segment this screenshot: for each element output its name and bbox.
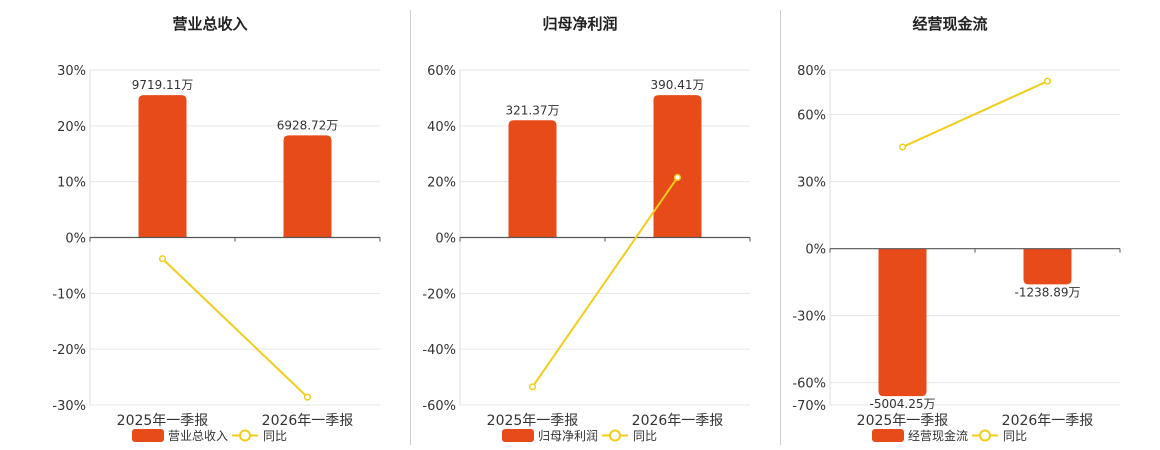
panel-divider [410, 10, 411, 445]
y-tick-label: -40% [422, 343, 456, 358]
y-tick-label: 10% [57, 176, 86, 191]
bar [878, 248, 927, 397]
legend-bar-swatch [132, 429, 164, 442]
legend-bar-swatch [502, 429, 534, 442]
x-tick-label: 2025年一季报 [857, 413, 949, 429]
yoy-point [303, 393, 312, 401]
y-tick-label: 20% [57, 120, 86, 135]
legend-line-marker [239, 429, 251, 442]
legend-bar-label: 归母净利润 [538, 429, 598, 443]
y-tick-label: -20% [422, 287, 456, 302]
chart-title: 经营现金流 [912, 15, 987, 33]
legend-bar-swatch [872, 429, 904, 442]
bar [138, 95, 187, 238]
bar [508, 120, 557, 238]
chart-svg: 营业总收入 30% 20% 10% 0% -10% -20% -30% 9719.11万 6928… [52, 15, 381, 443]
chart-svg: 经营现金流 80% 60% 30% 0% -30% -60% -70% -5004.25万 -12… [792, 15, 1121, 443]
bar [283, 135, 332, 238]
y-tick-label: 30% [57, 64, 86, 79]
chart-title: 营业总收入 [172, 15, 247, 33]
yoy-point [528, 383, 537, 391]
legend-bar-label: 经营现金流 [908, 428, 968, 443]
legend-line-marker [979, 429, 991, 442]
panel-divider [780, 10, 781, 445]
bar-data-label: 390.41万 [651, 78, 705, 92]
chart-panel-revenue: 营业总收入 30% 20% 10% 0% -10% -20% -30% 9719.11万 6928… [40, 0, 410, 450]
x-tick-label: 2026年一季报 [632, 413, 724, 429]
x-tick-label: 2025年一季报 [117, 413, 209, 429]
bar-data-label: 321.37万 [506, 103, 560, 117]
legend-bar-label: 营业总收入 [168, 429, 228, 443]
yoy-point [1043, 77, 1052, 85]
y-tick-label: -10% [52, 287, 86, 302]
bar-data-label: -1238.89万 [1015, 285, 1081, 299]
x-tick-label: 2025年一季报 [487, 413, 579, 429]
legend-line-label: 同比 [1003, 429, 1027, 443]
legend-line-label: 同比 [633, 429, 657, 443]
x-tick-label: 2026年一季报 [1002, 413, 1094, 429]
chart-panel-net-profit: 归母净利润 60% 40% 20% 0% -20% -40% -60% 321.37万 390.4… [410, 0, 780, 450]
y-tick-label: -60% [792, 377, 826, 392]
chart-svg: 归母净利润 60% 40% 20% 0% -20% -40% -60% 321.37万 390.4… [422, 15, 751, 443]
y-tick-label: -30% [52, 399, 86, 414]
bar-data-label: 6928.72万 [277, 118, 339, 132]
bar [653, 95, 702, 238]
y-tick-label: -20% [52, 343, 86, 358]
y-tick-label: 60% [427, 64, 456, 79]
y-tick-label: -30% [792, 310, 826, 325]
bar-data-label: -5004.25万 [870, 397, 936, 411]
legend-line-label: 同比 [263, 429, 287, 443]
y-tick-label: 80% [797, 64, 826, 79]
y-tick-label: 60% [797, 109, 826, 124]
y-tick-label: 0% [805, 243, 826, 258]
y-tick-label: 30% [797, 176, 826, 191]
yoy-line [161, 257, 309, 398]
legend-line-marker [609, 429, 621, 442]
y-tick-label: 0% [435, 232, 456, 247]
yoy-line [902, 80, 1048, 148]
y-tick-label: 0% [65, 232, 86, 247]
y-tick-label: -60% [422, 399, 456, 414]
yoy-point [158, 255, 167, 263]
chart-title: 归母净利润 [542, 15, 617, 33]
yoy-point [673, 173, 682, 182]
y-tick-label: -70% [792, 399, 826, 414]
bar [1023, 248, 1072, 285]
x-tick-label: 2026年一季报 [262, 413, 354, 429]
yoy-line [531, 176, 679, 388]
y-tick-label: 20% [427, 176, 456, 191]
yoy-point [898, 143, 907, 151]
chart-panel-cash-flow: 经营现金流 80% 60% 30% 0% -30% -60% -70% -5004.25万 -12… [780, 0, 1150, 450]
y-tick-label: 40% [427, 120, 456, 135]
bar-data-label: 9719.11万 [132, 78, 194, 92]
